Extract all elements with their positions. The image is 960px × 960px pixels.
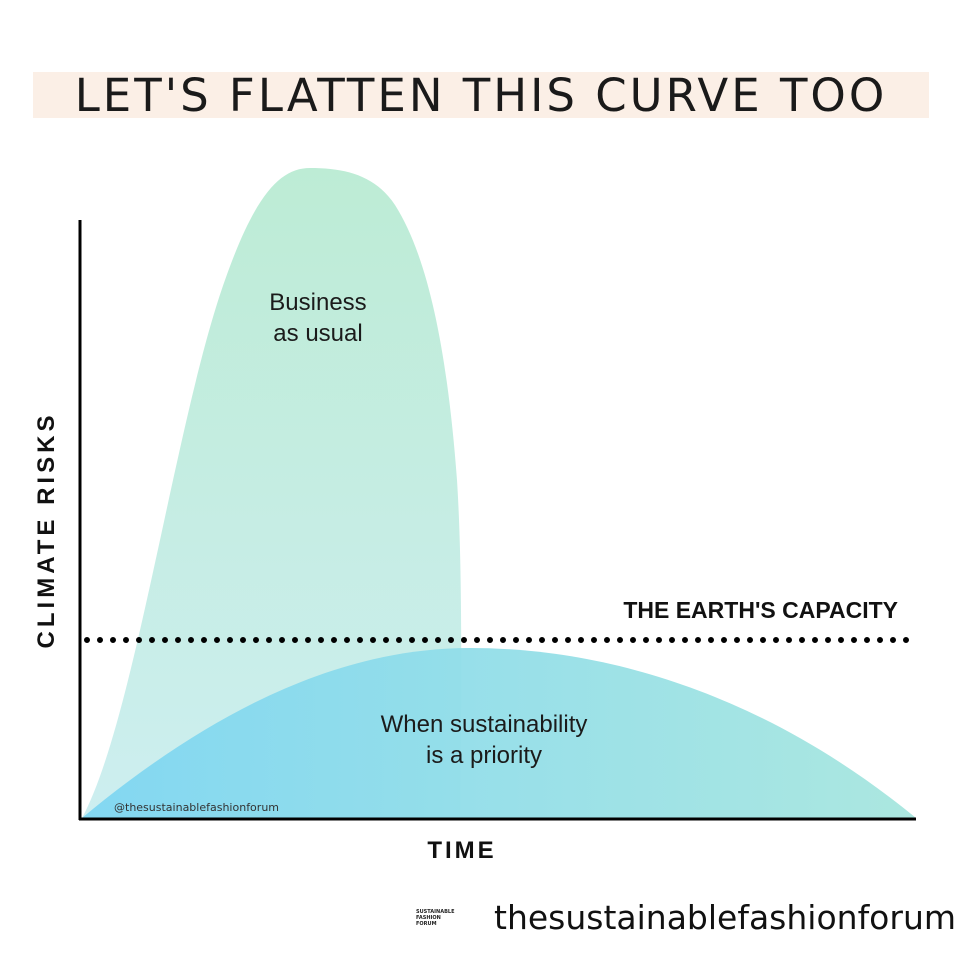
business-as-usual-curve — [82, 168, 462, 818]
logo-line: FORUM — [416, 921, 437, 927]
series-label-line: is a priority — [426, 742, 542, 769]
series-label-line: When sustainability — [381, 711, 588, 738]
watermark: @thesustainablefashionforum — [114, 801, 279, 814]
forum-logo: SUSTAINABLE FASHION FORUM — [416, 909, 466, 933]
x-axis-label: TIME — [427, 837, 496, 864]
page-title: LET'S FLATTEN THIS CURVE TOO — [74, 69, 888, 122]
sustainability-priority-curve — [82, 648, 916, 818]
series-label-line: Business — [269, 289, 366, 316]
business-as-usual-label: Business as usual — [269, 289, 366, 347]
series-label-line: as usual — [273, 320, 362, 347]
logo-line: SUSTAINABLE — [416, 909, 455, 915]
y-axis-label: CLIMATE RISKS — [33, 412, 60, 649]
brand-name: thesustainablefashionforum — [494, 898, 956, 937]
logo-line: FASHION — [416, 915, 441, 921]
title-highlight — [33, 72, 929, 118]
earths-capacity-label: THE EARTH'S CAPACITY — [623, 597, 898, 623]
sustainability-priority-label: When sustainability is a priority — [381, 711, 588, 769]
